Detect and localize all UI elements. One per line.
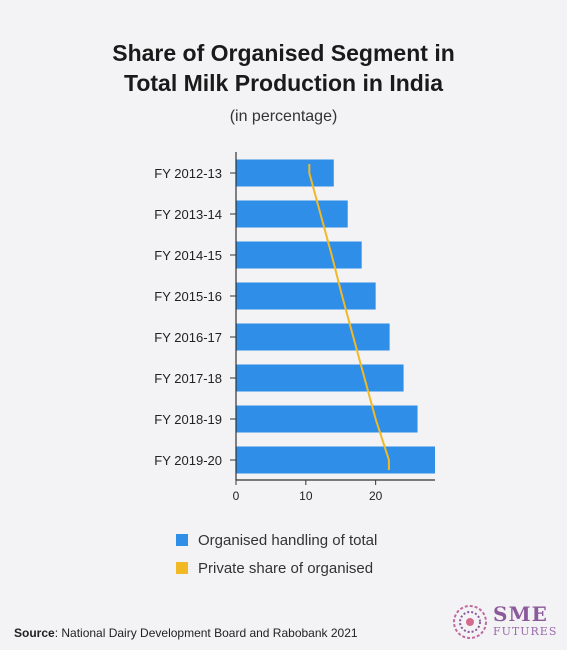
source-note: Source: National Dairy Development Board… [14, 626, 358, 640]
bar [236, 446, 435, 474]
bar [236, 159, 334, 187]
source-label: Source [14, 626, 55, 640]
x-tick-label: 10 [299, 489, 313, 503]
bar [236, 241, 362, 269]
logo-emblem-icon [453, 605, 487, 639]
chart-title-line-2: Total Milk Production in India [123, 70, 443, 96]
legend: Organised handling of total Private shar… [176, 526, 377, 582]
legend-item-organised: Organised handling of total [176, 526, 377, 554]
logo-wordmark: SME FUTURES [493, 603, 557, 639]
source-text: : National Dairy Development Board and R… [54, 626, 358, 640]
chart-title-line-1: Share of Organised Segment in [112, 40, 455, 66]
bar [236, 405, 418, 433]
y-tick-label: FY 2018-19 [154, 412, 222, 427]
y-tick-label: FY 2014-15 [154, 248, 222, 263]
bar [236, 364, 404, 392]
y-tick-label: FY 2016-17 [154, 330, 222, 345]
y-tick-label: FY 2013-14 [154, 207, 222, 222]
y-tick-label: FY 2012-13 [154, 166, 222, 181]
y-tick-label: FY 2017-18 [154, 371, 222, 386]
chart-subtitle: (in percentage) [229, 108, 338, 125]
legend-swatch-organised [176, 534, 188, 546]
bar [236, 323, 390, 351]
legend-item-private: Private share of organised [176, 554, 377, 582]
sme-futures-logo: SME FUTURES [451, 603, 561, 643]
legend-swatch-private [176, 562, 188, 574]
chart-title: Share of Organised Segment in Total Milk… [0, 38, 567, 98]
x-tick-label: 0 [233, 489, 240, 503]
series-line-private-share [308, 164, 390, 470]
legend-label-private: Private share of organised [198, 559, 374, 577]
bar [236, 200, 348, 228]
y-tick-label: FY 2015-16 [154, 289, 222, 304]
logo-futures: FUTURES [493, 625, 558, 638]
y-tick-label: FY 2019-20 [154, 453, 222, 468]
bar [236, 282, 376, 310]
x-tick-label: 20 [369, 489, 383, 503]
logo-sme: SME [493, 602, 548, 626]
legend-label-organised: Organised handling of total [198, 531, 378, 549]
